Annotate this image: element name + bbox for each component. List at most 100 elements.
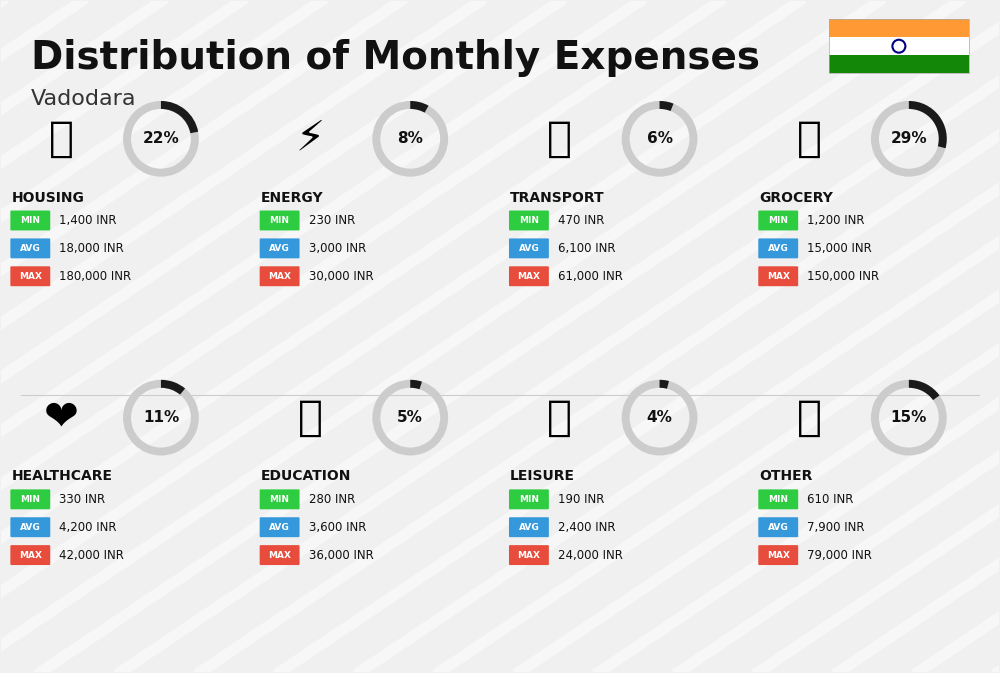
Text: MIN: MIN — [270, 216, 290, 225]
Wedge shape — [909, 380, 940, 400]
Text: 470 INR: 470 INR — [558, 214, 604, 227]
Text: 230 INR: 230 INR — [309, 214, 355, 227]
Wedge shape — [161, 380, 185, 394]
Wedge shape — [909, 101, 947, 148]
Text: MAX: MAX — [268, 272, 291, 281]
Text: 6,100 INR: 6,100 INR — [558, 242, 615, 255]
Text: MAX: MAX — [767, 272, 790, 281]
Text: Distribution of Monthly Expenses: Distribution of Monthly Expenses — [31, 39, 760, 77]
Text: 150,000 INR: 150,000 INR — [807, 270, 879, 283]
FancyBboxPatch shape — [10, 211, 50, 230]
Text: 22%: 22% — [143, 131, 179, 146]
Text: 280 INR: 280 INR — [309, 493, 355, 506]
Wedge shape — [871, 101, 947, 176]
Text: 330 INR: 330 INR — [59, 493, 105, 506]
FancyBboxPatch shape — [758, 267, 798, 286]
Text: MIN: MIN — [20, 216, 40, 225]
Wedge shape — [871, 380, 947, 456]
Wedge shape — [123, 380, 199, 456]
Text: 7,900 INR: 7,900 INR — [807, 521, 865, 534]
Text: ❤: ❤ — [44, 396, 79, 439]
Text: 18,000 INR: 18,000 INR — [59, 242, 124, 255]
Text: 🚌: 🚌 — [547, 118, 572, 160]
Text: HEALTHCARE: HEALTHCARE — [11, 470, 112, 483]
Text: 15,000 INR: 15,000 INR — [807, 242, 872, 255]
Text: Vadodara: Vadodara — [31, 89, 137, 109]
FancyBboxPatch shape — [509, 518, 549, 537]
Text: AVG: AVG — [20, 523, 41, 532]
Text: 🎓: 🎓 — [298, 396, 323, 439]
Text: 🛒: 🛒 — [797, 118, 822, 160]
FancyBboxPatch shape — [758, 211, 798, 230]
FancyBboxPatch shape — [829, 37, 969, 55]
Text: MIN: MIN — [20, 495, 40, 504]
Text: 2,400 INR: 2,400 INR — [558, 521, 615, 534]
FancyBboxPatch shape — [260, 211, 300, 230]
Text: AVG: AVG — [20, 244, 41, 253]
Text: LEISURE: LEISURE — [510, 470, 575, 483]
Text: AVG: AVG — [768, 244, 789, 253]
Text: 1,200 INR: 1,200 INR — [807, 214, 865, 227]
FancyBboxPatch shape — [10, 489, 50, 509]
FancyBboxPatch shape — [260, 489, 300, 509]
Text: OTHER: OTHER — [759, 470, 813, 483]
Text: 6%: 6% — [647, 131, 673, 146]
Text: MAX: MAX — [19, 272, 42, 281]
Text: 3,000 INR: 3,000 INR — [309, 242, 366, 255]
FancyBboxPatch shape — [10, 238, 50, 258]
Text: 11%: 11% — [143, 410, 179, 425]
Text: 79,000 INR: 79,000 INR — [807, 548, 872, 561]
Text: AVG: AVG — [269, 523, 290, 532]
FancyBboxPatch shape — [260, 518, 300, 537]
Text: GROCERY: GROCERY — [759, 190, 833, 205]
FancyBboxPatch shape — [509, 238, 549, 258]
Text: ENERGY: ENERGY — [261, 190, 323, 205]
Text: 29%: 29% — [891, 131, 927, 146]
FancyBboxPatch shape — [758, 489, 798, 509]
Text: 15%: 15% — [891, 410, 927, 425]
Text: HOUSING: HOUSING — [11, 190, 84, 205]
Text: 5%: 5% — [397, 410, 423, 425]
Wedge shape — [410, 101, 429, 112]
FancyBboxPatch shape — [10, 545, 50, 565]
Text: AVG: AVG — [269, 244, 290, 253]
Text: 24,000 INR: 24,000 INR — [558, 548, 623, 561]
Text: MIN: MIN — [768, 216, 788, 225]
Wedge shape — [372, 380, 448, 456]
FancyBboxPatch shape — [260, 545, 300, 565]
Text: 🛍: 🛍 — [547, 396, 572, 439]
Text: AVG: AVG — [768, 523, 789, 532]
Text: 🏢: 🏢 — [49, 118, 74, 160]
Text: 💰: 💰 — [797, 396, 822, 439]
Text: 610 INR: 610 INR — [807, 493, 854, 506]
Text: ⚡: ⚡ — [296, 118, 325, 160]
Text: 36,000 INR: 36,000 INR — [309, 548, 373, 561]
Text: 1,400 INR: 1,400 INR — [59, 214, 117, 227]
Text: TRANSPORT: TRANSPORT — [510, 190, 605, 205]
Text: AVG: AVG — [519, 244, 539, 253]
FancyBboxPatch shape — [509, 545, 549, 565]
Text: MAX: MAX — [19, 551, 42, 559]
Text: 8%: 8% — [397, 131, 423, 146]
Wedge shape — [123, 101, 199, 176]
FancyBboxPatch shape — [260, 267, 300, 286]
Text: MAX: MAX — [517, 272, 540, 281]
Text: 42,000 INR: 42,000 INR — [59, 548, 124, 561]
FancyBboxPatch shape — [509, 211, 549, 230]
Text: MIN: MIN — [270, 495, 290, 504]
Text: 61,000 INR: 61,000 INR — [558, 270, 623, 283]
Wedge shape — [660, 380, 669, 389]
Text: MAX: MAX — [268, 551, 291, 559]
FancyBboxPatch shape — [829, 20, 969, 37]
Text: 4,200 INR: 4,200 INR — [59, 521, 117, 534]
FancyBboxPatch shape — [509, 489, 549, 509]
Text: MAX: MAX — [517, 551, 540, 559]
Text: MIN: MIN — [519, 495, 539, 504]
FancyBboxPatch shape — [758, 238, 798, 258]
FancyBboxPatch shape — [10, 518, 50, 537]
Wedge shape — [622, 101, 697, 176]
Text: AVG: AVG — [519, 523, 539, 532]
Wedge shape — [161, 101, 198, 133]
Text: 190 INR: 190 INR — [558, 493, 604, 506]
Text: MIN: MIN — [768, 495, 788, 504]
